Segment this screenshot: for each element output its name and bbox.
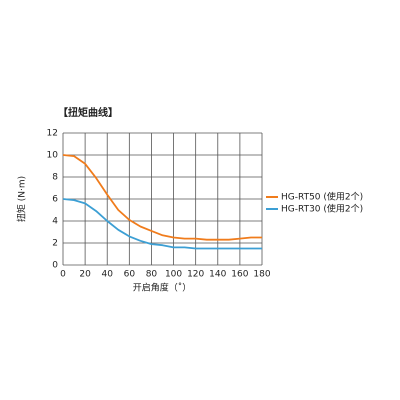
y-tick-label: 0 <box>52 261 58 271</box>
x-tick-label: 140 <box>209 270 226 280</box>
x-tick-label: 20 <box>79 270 91 280</box>
x-tick-label: 120 <box>187 270 204 280</box>
x-tick-label: 100 <box>165 270 182 280</box>
legend-label: HG-RT50 (使用2个) <box>281 191 363 203</box>
y-tick-label: 12 <box>47 129 58 139</box>
series-line <box>62 198 262 250</box>
y-tick-label: 6 <box>52 195 58 205</box>
y-tick-label: 8 <box>52 173 58 183</box>
x-tick-label: 40 <box>101 270 113 280</box>
x-axis-label: 开启角度（˚） <box>133 282 192 294</box>
y-tick-label: 10 <box>47 151 59 161</box>
x-tick-label: 0 <box>60 270 66 280</box>
x-tick-label: 160 <box>231 270 248 280</box>
legend-label: HG-RT30 (使用2个) <box>281 203 363 215</box>
x-tick-label: 60 <box>124 270 136 280</box>
y-tick-label: 2 <box>52 239 58 249</box>
y-axis-label: 扭矩 (N·m) <box>16 176 28 222</box>
chart-title: 【扭矩曲线】 <box>58 106 118 119</box>
y-tick-label: 4 <box>52 217 58 227</box>
x-tick-label: 80 <box>146 270 158 280</box>
series-line <box>62 154 262 241</box>
x-tick-label: 180 <box>253 270 270 280</box>
